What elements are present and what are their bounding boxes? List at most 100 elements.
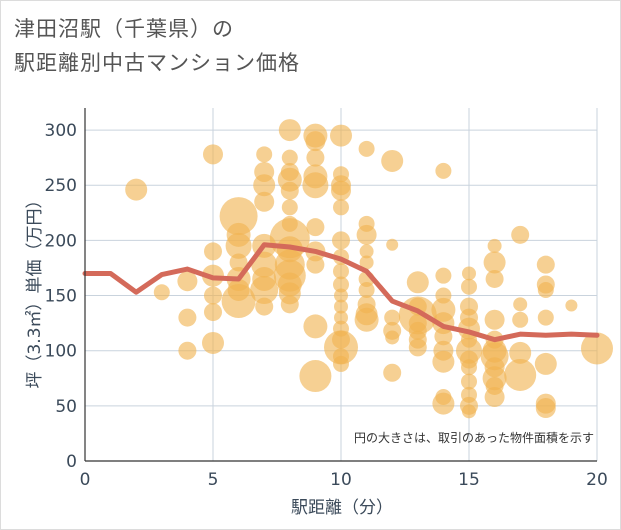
bubble [565, 299, 578, 312]
bubble [281, 199, 298, 216]
bubble [509, 341, 532, 364]
bubble [487, 238, 502, 253]
bubble [125, 178, 148, 201]
bubble [332, 231, 350, 250]
chart-title: 津田沼駅（千葉県）の 駅距離別中古マンション価格 [14, 12, 300, 80]
bubble [359, 244, 374, 259]
bubble [306, 218, 325, 237]
bubble [254, 191, 275, 212]
bubble [461, 359, 477, 376]
bubble [219, 197, 258, 236]
bubble [204, 242, 222, 261]
bubble [358, 282, 375, 299]
bubble [250, 276, 279, 305]
bubble [537, 309, 554, 326]
bubble [534, 352, 557, 375]
bubble [153, 284, 170, 301]
bubbles [125, 119, 613, 419]
bubble [384, 309, 401, 326]
bubble [406, 271, 429, 294]
bubble [202, 331, 224, 354]
bubble [204, 286, 222, 305]
x-tick-label: 10 [330, 470, 352, 490]
bubble [512, 311, 529, 328]
bubble [581, 332, 613, 365]
bubble [334, 310, 348, 325]
bubble [324, 330, 358, 365]
bubble [203, 144, 223, 165]
y-tick-label: 200 [45, 231, 77, 251]
x-tick-label: 5 [208, 470, 219, 490]
bubble [306, 148, 325, 167]
bubble [333, 276, 349, 293]
bubble [256, 146, 273, 163]
bubble [253, 174, 276, 197]
bubble [278, 119, 301, 142]
y-tick-label: 300 [45, 121, 77, 141]
bubble [511, 225, 530, 244]
bubble [303, 314, 328, 339]
bubble [461, 278, 477, 295]
bubble [432, 392, 455, 415]
bubble [204, 303, 222, 322]
x-tick-label: 15 [458, 470, 480, 490]
bubble [484, 309, 505, 330]
bubble [462, 266, 476, 281]
bubble [280, 181, 299, 200]
bubble [178, 308, 197, 327]
y-tick-label: 50 [55, 397, 77, 417]
bubble [537, 282, 554, 299]
trend-line [82, 242, 600, 343]
bubble [504, 358, 537, 391]
bubble [435, 267, 452, 284]
bubble [334, 299, 348, 314]
bubble [535, 398, 556, 419]
bubble [536, 255, 555, 274]
y-axis-label: 坪（3.3㎡）単価（万円） [25, 191, 45, 388]
bubble [434, 327, 453, 346]
bubble [483, 251, 506, 274]
bubble [435, 162, 452, 179]
bubble [280, 295, 299, 314]
title-line-1: 津田沼駅（千葉県）の [14, 17, 234, 41]
y-tick-label: 250 [45, 176, 77, 196]
title-line-2: 駅距離別中古マンション価格 [14, 51, 300, 75]
bubble [386, 238, 399, 251]
bubble [356, 224, 377, 245]
x-axis-label: 駅距離（分） [291, 498, 393, 518]
bubble [408, 338, 427, 357]
bubble [255, 297, 274, 316]
bubble [331, 180, 351, 201]
bubble [229, 253, 248, 272]
y-tick-label: 150 [45, 287, 77, 307]
bubble [221, 284, 256, 319]
bubble [306, 255, 325, 274]
bubble [385, 330, 400, 345]
y-tick-label: 100 [45, 342, 77, 362]
bubble [381, 149, 404, 172]
y-tick-label: 0 [66, 452, 77, 472]
bubble [513, 297, 528, 312]
bubble [225, 232, 252, 259]
bubble [299, 360, 332, 393]
trend-line-group [82, 242, 600, 343]
bubble [462, 404, 476, 419]
bubble [177, 271, 198, 292]
bubble [359, 255, 374, 270]
bubble [334, 288, 348, 303]
bubble [302, 172, 329, 199]
x-tick-label: 0 [80, 470, 91, 490]
bubble [330, 124, 352, 147]
size-note: 円の大きさは、取引のあった物件面積を示す [354, 430, 594, 445]
x-tick-label: 20 [586, 470, 608, 490]
bubble [383, 363, 402, 382]
bubble [432, 350, 455, 373]
bubble [354, 307, 379, 332]
bubble [333, 355, 349, 372]
bubble [358, 140, 375, 157]
bubble [461, 373, 477, 390]
bubble [178, 341, 197, 360]
bubble [281, 149, 298, 166]
bubble [485, 269, 504, 288]
